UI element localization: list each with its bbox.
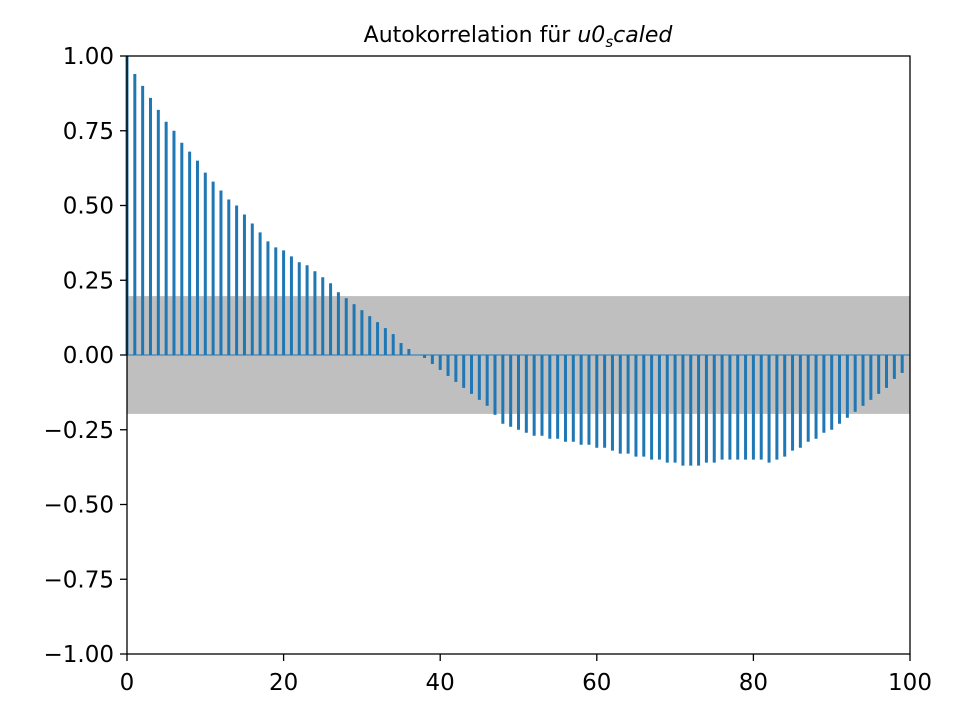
- x-tick-label-60: 60: [582, 670, 611, 696]
- chart-title-variable-rest: caled: [613, 23, 673, 48]
- y-tick-label-1: 0.75: [63, 119, 114, 145]
- y-tick-label-3: 0.25: [63, 268, 114, 294]
- stem-layer: [125, 56, 904, 466]
- y-axis-ticks: 1.00 0.75 0.50 0.25 0.00 −0.25 −0.50 −0.75 −1.00: [44, 44, 127, 668]
- y-tick-label-8: −1.00: [44, 642, 114, 668]
- x-tick-label-20: 20: [269, 670, 298, 696]
- y-tick-label-6: −0.50: [44, 493, 114, 519]
- x-tick-label-40: 40: [426, 670, 455, 696]
- y-tick-label-5: −0.25: [44, 418, 114, 444]
- x-tick-label-0: 0: [120, 670, 135, 696]
- chart-title: Autokorrelation für u0scaled: [364, 23, 674, 51]
- y-tick-label-0: 1.00: [63, 44, 114, 70]
- y-tick-label-4: 0.00: [63, 343, 114, 369]
- y-tick-label-7: −0.75: [44, 567, 114, 593]
- y-tick-label-2: 0.50: [63, 194, 114, 220]
- x-axis-ticks: 0 20 40 60 80 100: [120, 654, 932, 696]
- x-tick-label-100: 100: [888, 670, 932, 696]
- chart-title-prefix: Autokorrelation für: [364, 23, 578, 48]
- chart-title-subscript: s: [605, 33, 613, 51]
- x-tick-label-80: 80: [739, 670, 768, 696]
- chart-title-variable: u0: [577, 23, 605, 48]
